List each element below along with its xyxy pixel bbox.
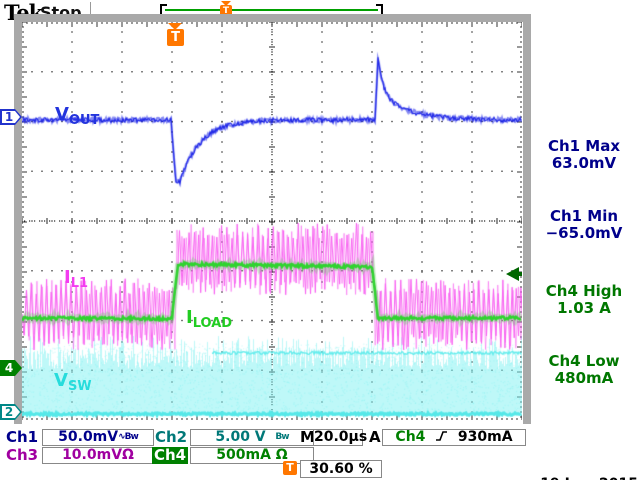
vout-trace-label: VOUT: [55, 104, 100, 128]
graticule-frame-right: [523, 14, 531, 424]
trigger-position-readout[interactable]: 30.60 %: [300, 460, 382, 478]
date-text: 19 Jan 2015: [450, 477, 638, 480]
trigger-level-arrow-icon[interactable]: [506, 267, 519, 281]
trigger-level-arrow-tail: [519, 272, 522, 276]
ch1-scale-readout[interactable]: 50.0mV∿Bᴡ: [42, 429, 154, 446]
graticule-frame-left: [14, 14, 22, 424]
bandwidth-limit-icon: Bᴡ: [275, 432, 289, 442]
ch3-label[interactable]: Ch3: [6, 446, 39, 464]
ac-coupling-icon: ∿: [118, 432, 125, 442]
il1-trace-label: IL1: [64, 267, 89, 291]
ch4-scale-readout[interactable]: 500mA Ω: [190, 447, 314, 464]
waveform-display: T VOUT IL1 ILOAD VSW: [22, 22, 522, 420]
measurement-ch4-high: Ch4 High 1.03 A: [545, 282, 623, 317]
graticule-frame-top: [14, 14, 531, 22]
measurement-ch4-low: Ch4 Low 480mA: [548, 352, 620, 387]
datetime-display: 19 Jan 2015 13:47:39: [450, 447, 638, 480]
vsw-trace-label: VSW: [54, 370, 92, 394]
ch2-label[interactable]: Ch2: [155, 428, 188, 446]
trigger-position-icon: T: [283, 461, 297, 475]
ch1-label[interactable]: Ch1: [6, 428, 39, 446]
waveform-traces: [22, 22, 522, 420]
record-trigger-arrow-icon: [221, 1, 231, 6]
record-view-bar: [165, 9, 378, 11]
header-divider: [90, 2, 91, 15]
ch3-scale-readout[interactable]: 10.0mVΩ: [42, 447, 154, 464]
ch2-position-marker[interactable]: 2: [0, 404, 22, 420]
iload-trace-label: ILOAD: [186, 307, 233, 331]
trigger-a-label: A: [369, 428, 381, 446]
ch1-position-marker[interactable]: 1: [0, 109, 22, 125]
ch2-scale-readout[interactable]: 5.00 V Bᴡ: [190, 429, 314, 446]
bandwidth-limit-icon: Bᴡ: [124, 432, 139, 442]
timebase-m-label: M: [300, 428, 315, 446]
rising-edge-icon: [436, 431, 448, 441]
trigger-position-t-icon[interactable]: T: [167, 29, 184, 46]
ch4-position-marker[interactable]: 4: [0, 360, 22, 376]
ch4-label[interactable]: Ch4: [152, 446, 188, 464]
timebase-readout[interactable]: 20.0µs: [313, 429, 368, 446]
measurement-ch1-max: Ch1 Max 63.0mV: [547, 137, 621, 172]
trigger-position-arrow-icon[interactable]: [168, 23, 182, 30]
trigger-readout[interactable]: Ch4 930mA: [382, 429, 526, 446]
measurement-ch1-min: Ch1 Min −65.0mV: [545, 207, 623, 242]
